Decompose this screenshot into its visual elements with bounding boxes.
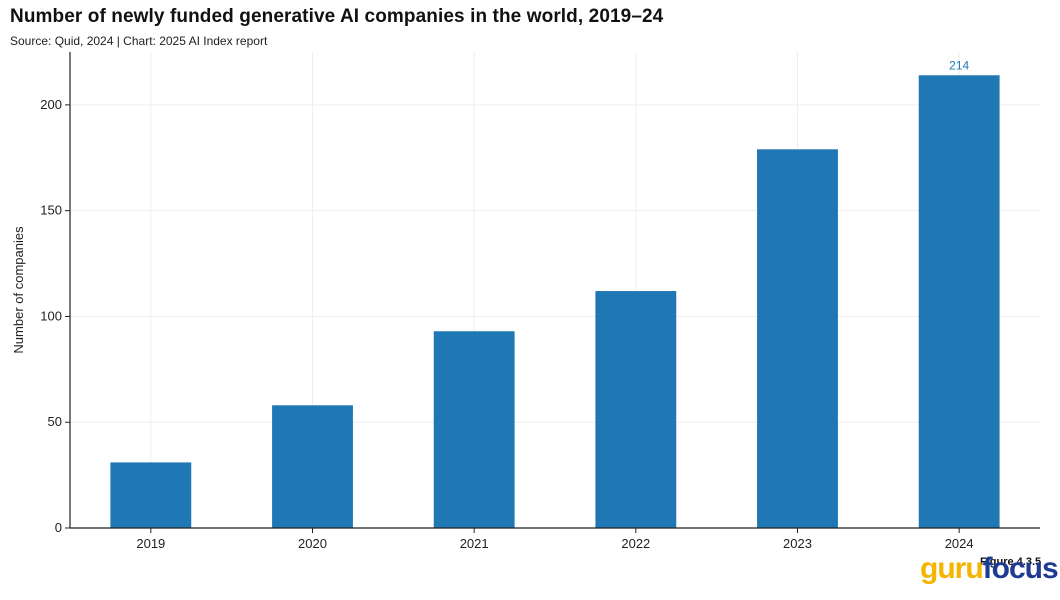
bar-2020 <box>272 405 353 528</box>
logo-part-guru: guru <box>920 552 984 585</box>
y-tick-label: 0 <box>55 520 62 535</box>
data-label-2024: 214 <box>949 58 969 72</box>
chart-title: Number of newly funded generative AI com… <box>10 6 664 27</box>
y-tick-label: 200 <box>40 97 62 112</box>
bar-2024 <box>918 75 1000 528</box>
x-tick-label: 2023 <box>783 536 812 551</box>
x-tick-label: 2019 <box>136 536 165 551</box>
y-tick-label: 150 <box>40 203 62 218</box>
bar-2023 <box>757 149 838 528</box>
logo-part-focus: focus <box>982 552 1059 585</box>
x-tick-label: 2021 <box>460 536 489 551</box>
bar-2019 <box>110 462 192 528</box>
y-tick-label: 50 <box>48 414 62 429</box>
bar-2022 <box>595 291 677 528</box>
gurufocus-watermark-logo: gurufocus <box>920 552 1059 586</box>
x-tick-label: 2022 <box>621 536 650 551</box>
y-tick-label: 100 <box>40 308 62 323</box>
y-axis-label: Number of companies <box>11 226 26 354</box>
x-tick-label: 2024 <box>945 536 974 551</box>
x-tick-label: 2020 <box>298 536 327 551</box>
bar-2021 <box>433 331 515 528</box>
figure-label: Figure 4.3.5 <box>980 556 1042 568</box>
chart-subtitle: Source: Quid, 2024 | Chart: 2025 AI Inde… <box>10 34 268 48</box>
